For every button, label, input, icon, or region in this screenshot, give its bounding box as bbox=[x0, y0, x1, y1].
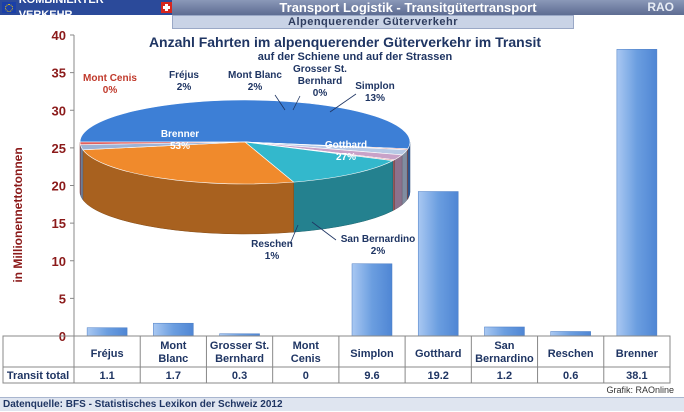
pie-label-0: Brenner bbox=[161, 129, 199, 140]
category-label-4: Simplon bbox=[350, 348, 394, 360]
y-tick-label: 40 bbox=[52, 28, 66, 43]
value-label-2: 0.3 bbox=[232, 370, 247, 382]
pie-label-3: 2% bbox=[248, 82, 263, 93]
pie-label-7: San Bernardino bbox=[341, 234, 415, 245]
footer-source: Datenquelle: BFS - Statistisches Lexikon… bbox=[0, 397, 684, 411]
pie-title: Anzahl Fahrten im alpenquerender Güterve… bbox=[149, 34, 541, 50]
pie-label-8: Reschen bbox=[251, 239, 293, 250]
value-label-6: 1.2 bbox=[497, 370, 512, 382]
pie-side-7 bbox=[80, 145, 83, 200]
pie-label-6: 27% bbox=[336, 152, 356, 163]
pie-label-1: Mont Cenis bbox=[83, 73, 137, 84]
pie-label-4: Bernhard bbox=[298, 76, 342, 87]
category-label-3: Mont bbox=[293, 340, 320, 352]
bar-6 bbox=[484, 327, 524, 336]
pie-label-1: 0% bbox=[103, 85, 118, 96]
category-label-3: Cenis bbox=[291, 353, 321, 365]
pie-label-6: Gotthard bbox=[325, 140, 367, 151]
bar-0 bbox=[87, 328, 127, 336]
pie-subtitle: auf der Schiene und auf der Strassen bbox=[258, 51, 453, 63]
y-tick-label: 5 bbox=[59, 291, 66, 306]
pie-label-8: 1% bbox=[265, 251, 280, 262]
pie-label-3: Mont Blanc bbox=[228, 70, 282, 81]
bar-7 bbox=[551, 331, 591, 336]
pie-side-3 bbox=[395, 155, 403, 210]
value-label-7: 0.6 bbox=[563, 370, 578, 382]
bar-4 bbox=[352, 264, 392, 336]
chart-credit: Grafik: RAOnline bbox=[606, 385, 674, 395]
category-label-2: Bernhard bbox=[215, 353, 264, 365]
pie-label-2: Fréjus bbox=[169, 70, 199, 81]
category-label-2: Grosser St. bbox=[210, 340, 269, 352]
value-label-3: 0 bbox=[303, 370, 309, 382]
pie-label-7: 2% bbox=[371, 246, 386, 257]
category-label-8: Brenner bbox=[616, 348, 659, 360]
bar-1 bbox=[153, 323, 193, 336]
y-tick-label: 20 bbox=[52, 179, 66, 194]
value-label-8: 38.1 bbox=[626, 370, 647, 382]
y-axis-label: in Millionennettotonnen bbox=[11, 147, 25, 282]
y-tick-label: 10 bbox=[52, 254, 66, 269]
pie-side-0 bbox=[408, 142, 410, 199]
y-tick-label: 35 bbox=[52, 66, 66, 81]
value-label-5: 19.2 bbox=[428, 370, 449, 382]
value-label-4: 9.6 bbox=[364, 370, 379, 382]
pie-label-2: 2% bbox=[177, 82, 192, 93]
value-label-0: 1.1 bbox=[99, 370, 114, 382]
category-label-1: Mont bbox=[160, 340, 187, 352]
pie-label-5: 13% bbox=[365, 93, 385, 104]
y-tick-label: 25 bbox=[52, 141, 66, 156]
pie-label-4: Grosser St. bbox=[293, 64, 347, 75]
y-tick-label: 30 bbox=[52, 103, 66, 118]
pie-label-4: 0% bbox=[313, 88, 328, 99]
pie-side-2 bbox=[402, 150, 407, 205]
category-label-6: San bbox=[494, 340, 514, 352]
series-label: Transit total bbox=[7, 370, 69, 382]
category-label-6: Bernardino bbox=[475, 353, 534, 365]
pie-side-4 bbox=[393, 160, 395, 211]
y-tick-label: 15 bbox=[52, 216, 66, 231]
pie-label-0: 53% bbox=[170, 141, 190, 152]
category-label-1: Blanc bbox=[158, 353, 188, 365]
value-label-1: 1.7 bbox=[166, 370, 181, 382]
category-label-7: Reschen bbox=[548, 348, 594, 360]
bar-5 bbox=[418, 192, 458, 336]
bar-8 bbox=[617, 49, 657, 336]
category-label-0: Fréjus bbox=[91, 348, 124, 360]
category-label-5: Gotthard bbox=[415, 348, 461, 360]
pie-label-5: Simplon bbox=[355, 81, 394, 92]
